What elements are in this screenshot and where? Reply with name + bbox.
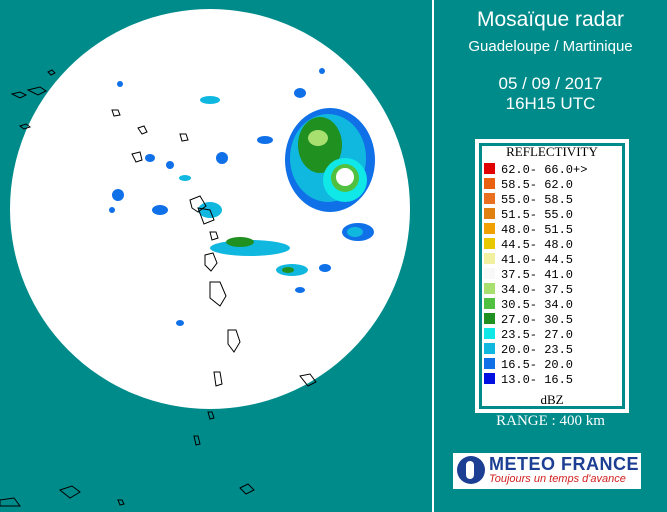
legend-color-swatch: [484, 208, 495, 219]
reflectivity-legend: REFLECTIVITY 62.0- 66.0+> 58.5- 62.0 55.0-…: [475, 139, 629, 413]
hurricane-echo: [285, 108, 375, 241]
legend-color-swatch: [484, 328, 495, 339]
legend-row: 27.0- 30.5: [484, 313, 573, 328]
legend-row: 41.0- 44.5: [484, 253, 573, 268]
legend-row: 34.0- 37.5: [484, 283, 573, 298]
meteo-france-logo: METEO FRANCE Toujours un temps d'avance: [453, 453, 641, 489]
legend-color-swatch: [484, 268, 495, 279]
legend-color-swatch: [484, 238, 495, 249]
panel-divider: [432, 0, 434, 512]
legend-range-label: 55.0- 58.5: [501, 193, 574, 207]
legend-color-swatch: [484, 223, 495, 234]
legend-row: 58.5- 62.0: [484, 178, 573, 193]
legend-range-label: 62.0- 66.0+>: [501, 163, 588, 177]
legend-color-swatch: [484, 283, 495, 294]
legend-row: 48.0- 51.5: [484, 223, 573, 238]
legend-row: 20.0- 23.5: [484, 343, 573, 358]
legend-row: 44.5- 48.0: [484, 238, 573, 253]
region-subtitle: Guadeloupe / Martinique: [468, 38, 633, 55]
legend-row: 13.0- 16.5: [484, 373, 573, 388]
legend-color-swatch: [484, 298, 495, 309]
legend-row: 55.0- 58.5: [484, 193, 573, 208]
legend-color-swatch: [484, 163, 495, 174]
legend-range-label: 27.0- 30.5: [501, 313, 574, 327]
legend-range-label: 51.5- 55.0: [501, 208, 574, 222]
legend-color-swatch: [484, 193, 495, 204]
legend-range-label: 41.0- 44.5: [501, 253, 574, 267]
legend-range-label: 34.0- 37.5: [501, 283, 574, 297]
observation-time: 16H15 UTC: [505, 94, 596, 113]
legend-row: 51.5- 55.0: [484, 208, 573, 223]
meteo-france-logo-mark-icon: [457, 456, 485, 484]
legend-row: 23.5- 27.0: [484, 328, 573, 343]
legend-row: 16.5- 20.0: [484, 358, 573, 373]
observation-date: 05 / 09 / 2017: [498, 74, 603, 93]
info-panel: Mosaïque radar Guadeloupe / Martinique 0…: [434, 0, 667, 512]
legend-unit: dBZ: [540, 392, 564, 407]
legend-color-swatch: [484, 313, 495, 324]
legend-row: 37.5- 41.0: [484, 268, 573, 283]
legend-range-label: 48.0- 51.5: [501, 223, 574, 237]
legend-color-swatch: [484, 178, 495, 189]
scattered-echoes: [109, 68, 331, 326]
legend-range-label: 30.5- 34.0: [501, 298, 574, 312]
legend-range-label: 58.5- 62.0: [501, 178, 574, 192]
legend-range-label: 23.5- 27.0: [501, 328, 574, 342]
legend-range-label: 20.0- 23.5: [501, 343, 574, 357]
logo-slogan: Toujours un temps d'avance: [489, 473, 626, 485]
legend-range-label: 16.5- 20.0: [501, 358, 574, 372]
page-title: Mosaïque radar: [476, 8, 625, 31]
legend-row: 62.0- 66.0+>: [484, 163, 587, 178]
legend-color-swatch: [484, 253, 495, 264]
legend-row: 30.5- 34.0: [484, 298, 573, 313]
coastlines: [0, 69, 317, 507]
radar-map: [0, 9, 410, 507]
logo-name: METEO FRANCE: [489, 454, 639, 474]
legend-color-swatch: [484, 358, 495, 369]
legend-range-label: 44.5- 48.0: [501, 238, 574, 252]
legend-range-label: 13.0- 16.5: [501, 373, 574, 387]
range-label: RANGE : 400 km: [496, 413, 605, 429]
legend-range-label: 37.5- 41.0: [501, 268, 574, 282]
legend-title: REFLECTIVITY: [506, 144, 598, 159]
legend-color-swatch: [484, 373, 495, 384]
legend-color-swatch: [484, 343, 495, 354]
